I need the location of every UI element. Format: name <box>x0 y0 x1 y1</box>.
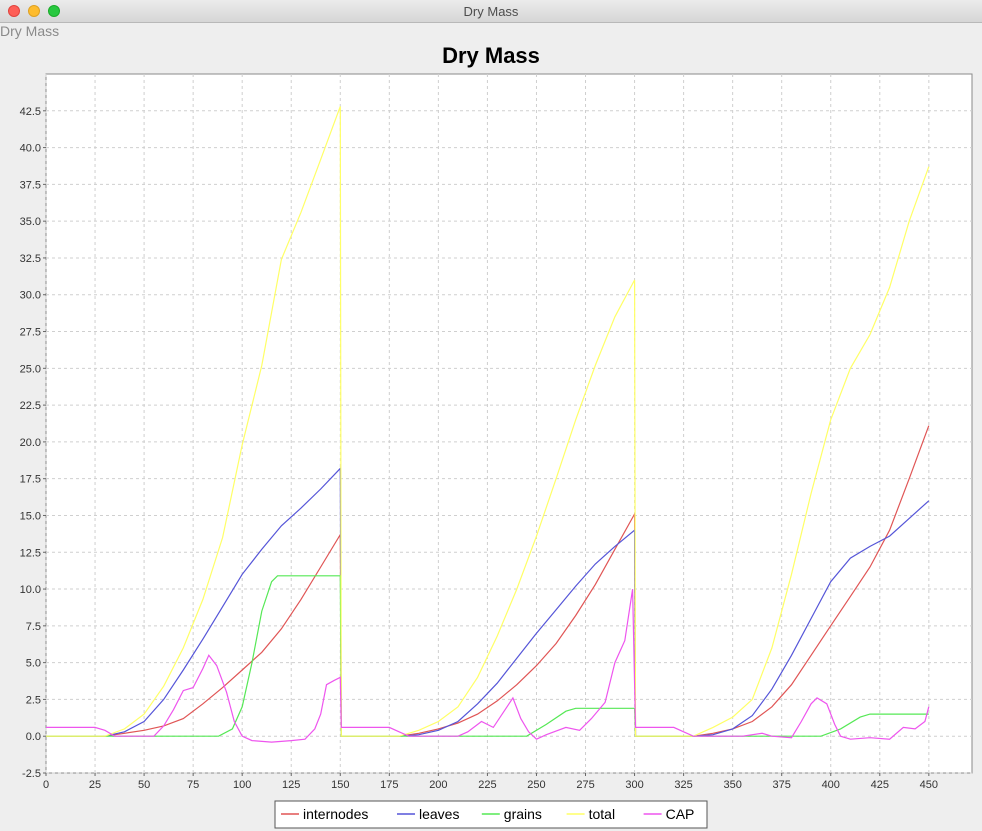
x-tick-label: 175 <box>380 779 398 791</box>
x-tick-label: 300 <box>625 779 643 791</box>
y-tick-label: 32.5 <box>20 253 41 265</box>
y-tick-label: 22.5 <box>20 400 41 412</box>
y-tick-label: 35.0 <box>20 216 41 228</box>
y-tick-label: 37.5 <box>20 179 41 191</box>
legend-label-internodes: internodes <box>303 806 368 822</box>
x-tick-label: 400 <box>822 779 840 791</box>
x-tick-label: 250 <box>527 779 545 791</box>
chart-title: Dry Mass <box>442 43 540 68</box>
window-titlebar: Dry Mass <box>0 0 982 23</box>
y-tick-label: 7.5 <box>26 621 41 633</box>
y-tick-label: 42.5 <box>20 106 41 118</box>
chart-panel: Dry Mass 0 25 50 75 100 125 150 175 200 225 250 275… <box>0 23 982 831</box>
legend-label-grains: grains <box>504 806 542 822</box>
y-tick-label: 5.0 <box>26 658 41 670</box>
y-tick-label: 40.0 <box>20 143 41 155</box>
legend-label-cap: CAP <box>666 806 695 822</box>
y-tick-label: 2.5 <box>26 694 41 706</box>
window-title: Dry Mass <box>463 4 519 19</box>
y-tick-label: 27.5 <box>20 327 41 339</box>
x-tick-label: 125 <box>282 779 300 791</box>
frame-label: Dry Mass <box>0 23 60 39</box>
x-tick-label: 75 <box>187 779 199 791</box>
x-tick-label: 450 <box>920 779 938 791</box>
y-tick-label: 17.5 <box>20 474 41 486</box>
legend-label-total: total <box>589 806 615 822</box>
y-tick-label: 20.0 <box>20 437 41 449</box>
x-tick-label: 25 <box>89 779 101 791</box>
y-tick-label: 25.0 <box>20 363 41 375</box>
legend-label-leaves: leaves <box>419 806 459 822</box>
series-line-internodes <box>46 425 930 737</box>
x-tick-label: 50 <box>138 779 150 791</box>
y-tick-label: 10.0 <box>20 584 41 596</box>
maximize-window-button[interactable] <box>48 5 60 17</box>
y-tick-label: 15.0 <box>20 510 41 522</box>
series-line-leaves <box>46 466 930 737</box>
x-tick-label: 425 <box>871 779 889 791</box>
plot-area <box>45 73 973 774</box>
series-line-cap <box>46 589 930 743</box>
x-tick-label: 200 <box>429 779 447 791</box>
x-tick-label: 150 <box>331 779 349 791</box>
x-tick-label: 0 <box>43 779 49 791</box>
y-tick-label: 0.0 <box>26 731 41 743</box>
series-line-total <box>46 106 930 737</box>
x-tick-label: 275 <box>576 779 594 791</box>
series-line-grains <box>46 575 929 737</box>
y-tick-label: 30.0 <box>20 290 41 302</box>
grid <box>45 74 972 774</box>
x-tick-label: 225 <box>478 779 496 791</box>
x-tick-label: 350 <box>723 779 741 791</box>
close-window-button[interactable] <box>8 5 20 17</box>
x-tick-label: 325 <box>674 779 692 791</box>
chart-svg: Dry Mass 0 25 50 75 100 125 150 175 200 225 250 275… <box>20 43 973 829</box>
x-tick-label: 375 <box>773 779 791 791</box>
y-tick-label: 12.5 <box>20 547 41 559</box>
minimize-window-button[interactable] <box>28 5 40 17</box>
x-tick-label: 100 <box>233 779 251 791</box>
y-tick-label: -2.5 <box>22 768 41 780</box>
